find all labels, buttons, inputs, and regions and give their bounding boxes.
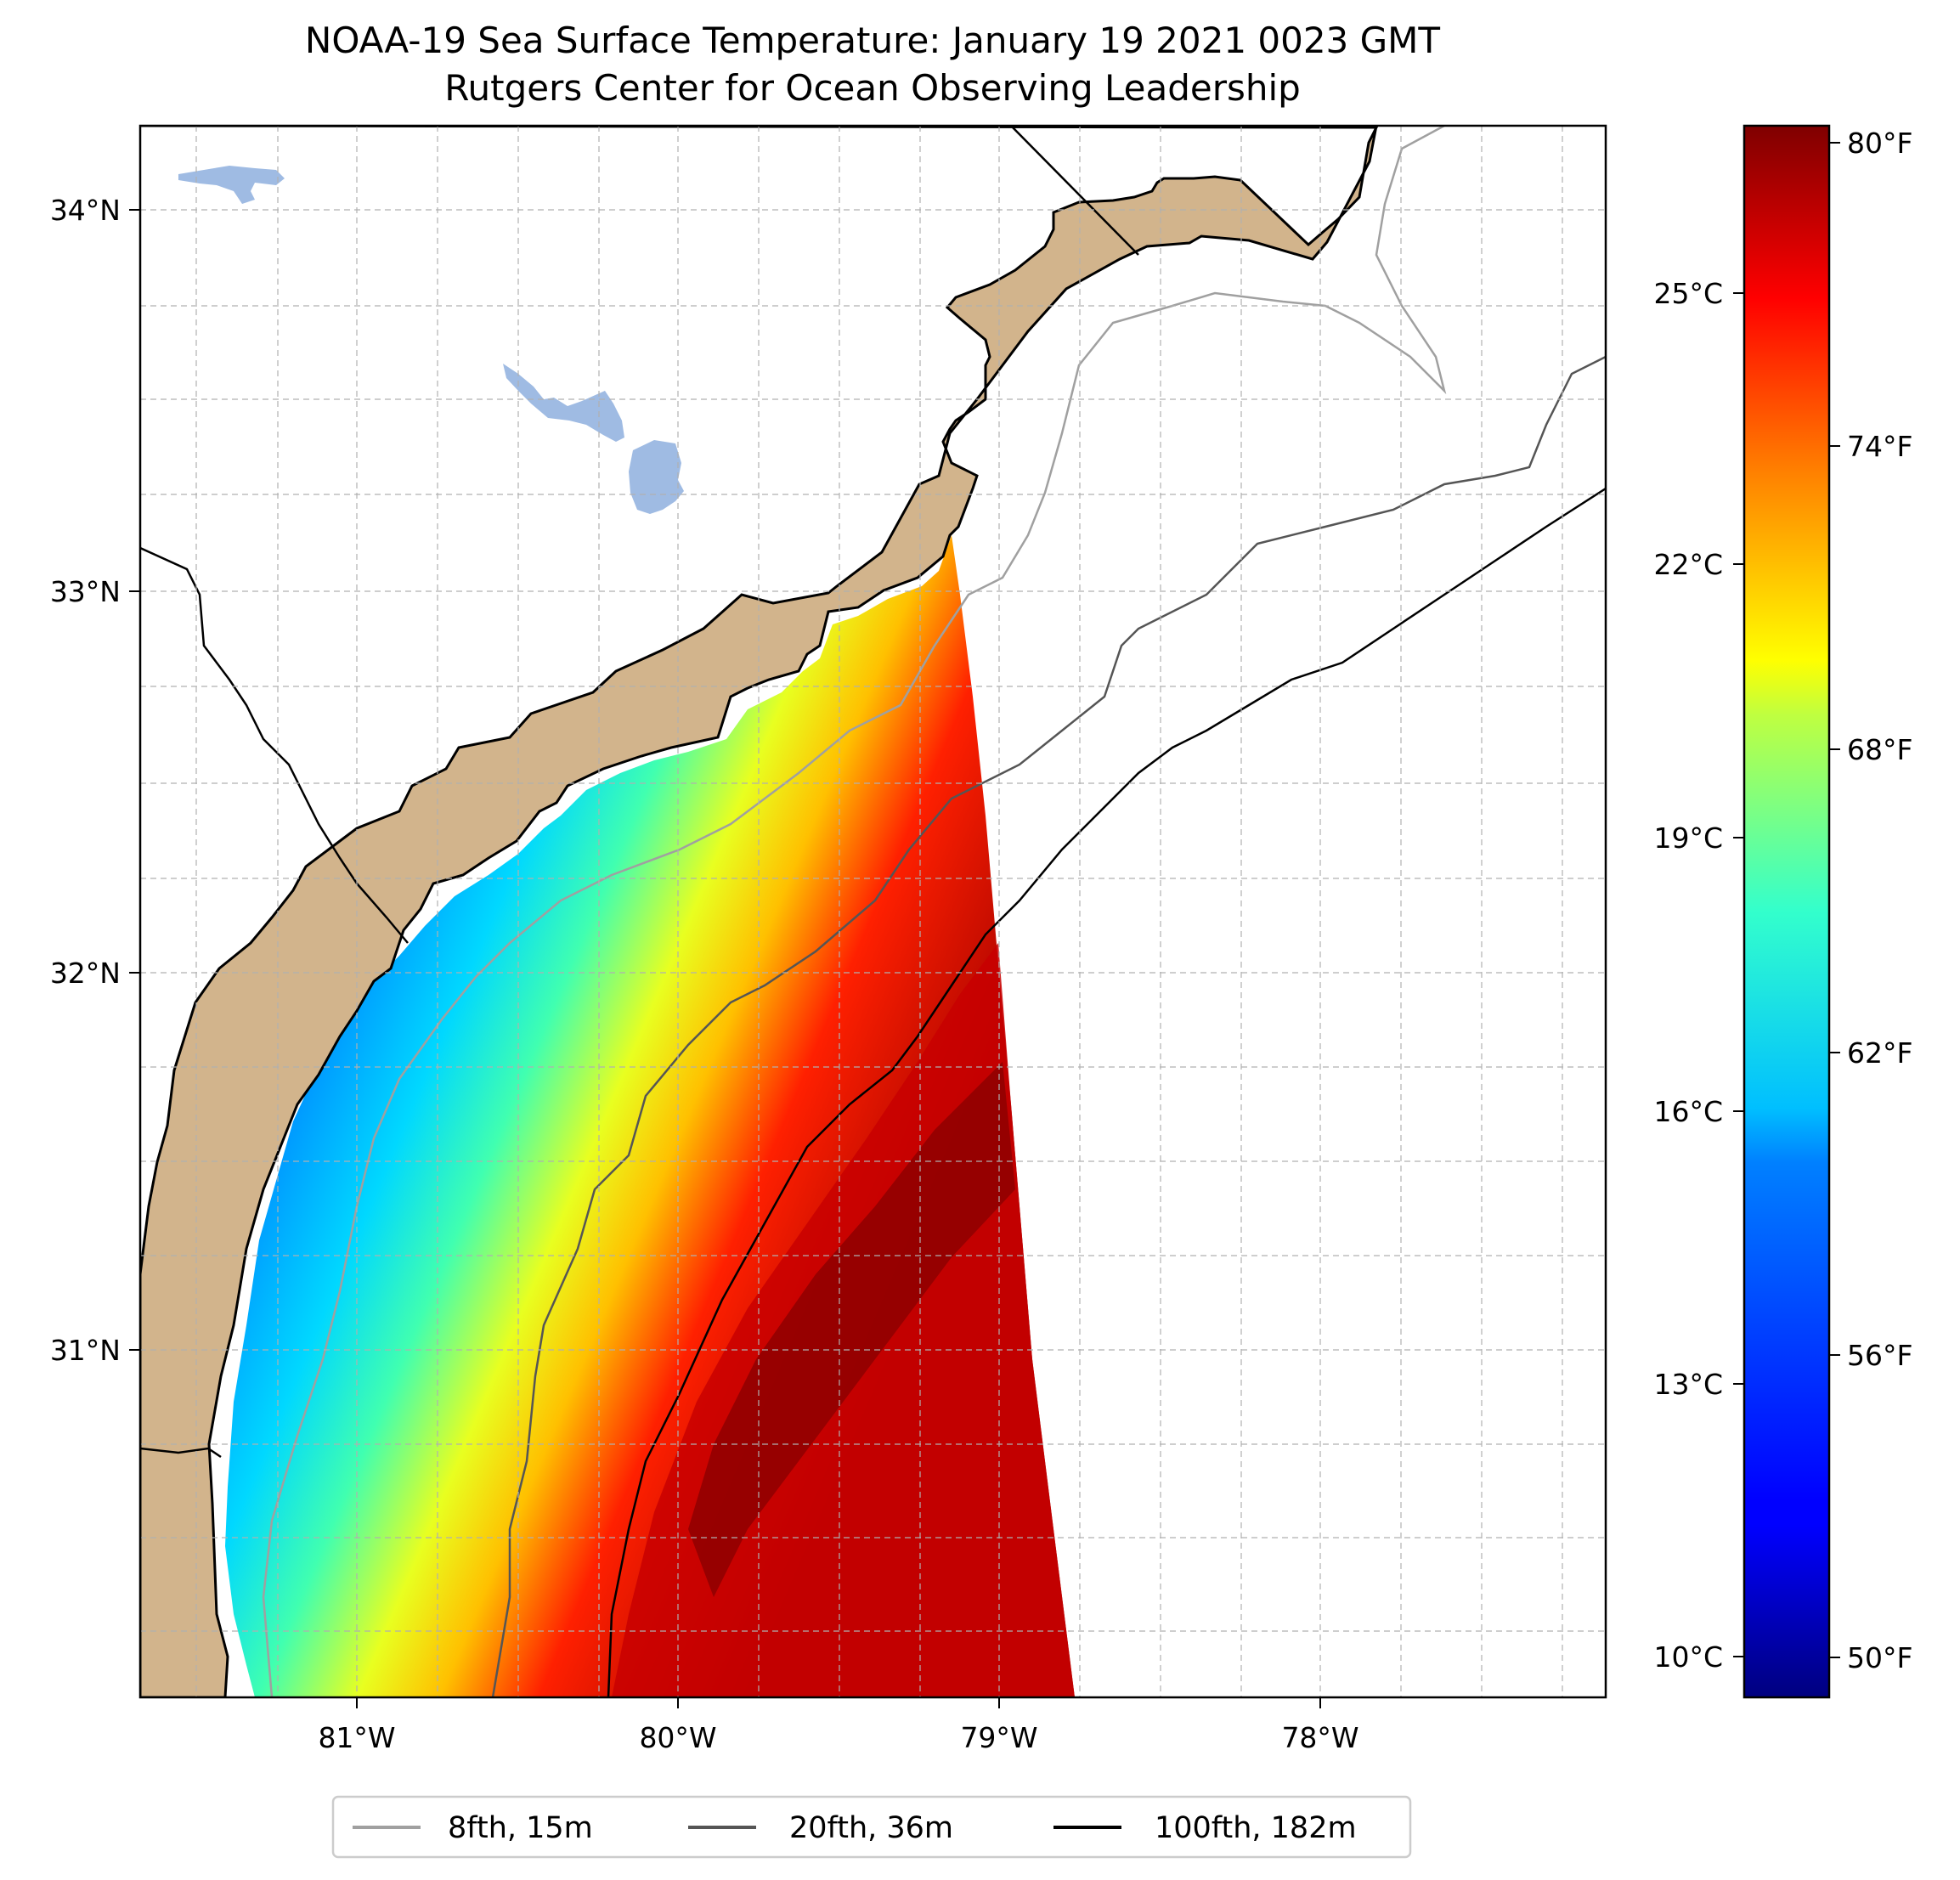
cbar-celsius-label: 19°C [1653,821,1723,855]
state-border [140,546,409,944]
legend-label-100fth: 100fth, 182m [1155,1811,1357,1845]
legend-label-20fth: 20fth, 36m [789,1811,953,1845]
axis-ticks [129,209,1321,1708]
lon-label: 78°W [1281,1721,1358,1754]
lat-label: 32°N [50,957,121,990]
title-line-1: NOAA-19 Sea Surface Temperature: January… [305,20,1441,61]
cbar-celsius-label: 16°C [1653,1095,1723,1128]
cbar-fahrenheit-label: 80°F [1847,127,1912,160]
state-border-south [140,1447,222,1459]
cbar-fahrenheit-label: 56°F [1847,1339,1912,1372]
lat-label: 34°N [50,194,121,227]
lon-label: 80°W [639,1721,716,1754]
legend: 8fth, 15m 20fth, 36m 100fth, 182m [331,1795,1412,1859]
lon-label: 81°W [318,1721,395,1754]
state-border-north [1010,126,1139,256]
gridlines [140,126,1606,1697]
legend-label-8fth: 8fth, 15m [448,1811,593,1845]
legend-box [331,1795,1412,1859]
cbar-fahrenheit-label: 74°F [1847,430,1912,463]
map-frame [138,124,1607,1699]
sst-hot-core [688,1062,1015,1597]
cbar-fahrenheit-label: 50°F [1847,1641,1912,1674]
lake-moultrie [629,440,684,514]
cbar-celsius-label: 22°C [1653,548,1723,581]
cbar-fahrenheit-label: 62°F [1847,1036,1912,1070]
cbar-celsius-label: 13°C [1653,1368,1723,1401]
cbar-celsius-label: 10°C [1653,1640,1723,1674]
map-panel [140,126,1606,1697]
colorbar-gradient [1743,124,1831,1699]
lake-top [178,166,285,204]
contour-100fth [607,487,1606,1697]
lon-label: 79°W [960,1721,1037,1754]
contour-20fth [491,355,1606,1697]
lake-marion [503,364,624,442]
cbar-fahrenheit-label: 68°F [1847,733,1912,766]
title-line-2: Rutgers Center for Ocean Observing Leade… [444,67,1301,109]
colorbar: 25°C 22°C 19°C 16°C 13°C 10°C 80°F 74°F … [1653,124,1912,1699]
cbar-celsius-label: 25°C [1653,277,1723,310]
lat-label: 33°N [50,575,121,608]
lat-label: 31°N [50,1334,121,1367]
